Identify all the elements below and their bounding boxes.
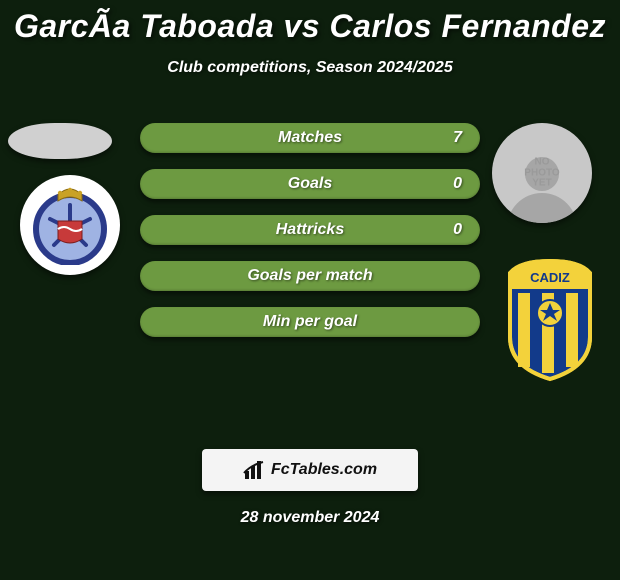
stat-value: 0 bbox=[453, 215, 462, 245]
stat-pill-matches: Matches 7 bbox=[140, 123, 480, 153]
page-subtitle: Club competitions, Season 2024/2025 bbox=[0, 59, 620, 77]
stat-pill-hattricks: Hattricks 0 bbox=[140, 215, 480, 245]
stat-label: Matches bbox=[140, 123, 480, 153]
stat-pill-goals: Goals 0 bbox=[140, 169, 480, 199]
cadiz-crest-icon: CADIZ bbox=[500, 255, 600, 383]
stat-value: 0 bbox=[453, 169, 462, 199]
bar-chart-icon bbox=[243, 459, 265, 481]
svg-text:CADIZ: CADIZ bbox=[530, 270, 570, 285]
fctables-label: FcTables.com bbox=[271, 461, 377, 479]
stat-label: Goals per match bbox=[140, 261, 480, 291]
stat-label: Goals bbox=[140, 169, 480, 199]
stat-pill-min-per-goal: Min per goal bbox=[140, 307, 480, 337]
right-club-crest: CADIZ bbox=[500, 255, 600, 383]
fctables-branding: FcTables.com bbox=[202, 449, 418, 491]
left-club-crest bbox=[20, 175, 120, 275]
page-title: GarcÃ­a Taboada vs Carlos Fernandez bbox=[0, 0, 620, 45]
deportivo-crest-icon bbox=[30, 185, 110, 265]
stat-label: Min per goal bbox=[140, 307, 480, 337]
stat-pill-goals-per-match: Goals per match bbox=[140, 261, 480, 291]
avatar-shoulders-icon bbox=[507, 193, 577, 223]
comparison-panel: NO PHOTO YET CADIZ Matches 7 bbox=[0, 109, 620, 409]
no-photo-line-3: YET bbox=[524, 178, 559, 189]
infographic-date: 28 november 2024 bbox=[0, 509, 620, 527]
stat-value: 7 bbox=[453, 123, 462, 153]
stats-column: Matches 7 Goals 0 Hattricks 0 Goals per … bbox=[140, 123, 480, 353]
no-photo-line-1: NO bbox=[524, 157, 559, 168]
right-player-photo-placeholder: NO PHOTO YET bbox=[492, 123, 592, 223]
left-player-placeholder bbox=[8, 123, 112, 159]
no-photo-text: NO PHOTO YET bbox=[524, 157, 559, 189]
stat-label: Hattricks bbox=[140, 215, 480, 245]
